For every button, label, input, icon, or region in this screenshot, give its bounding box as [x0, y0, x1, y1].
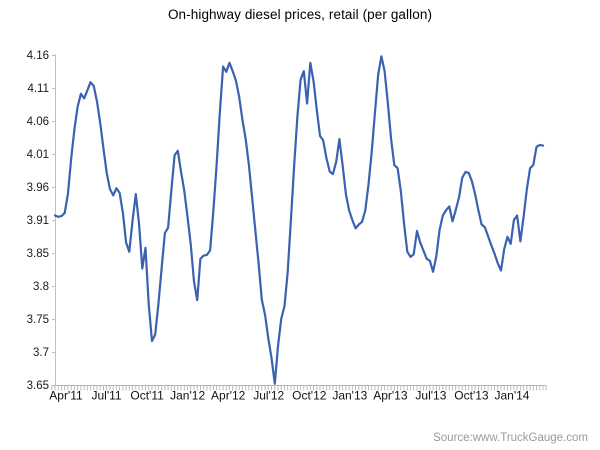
x-axis-label: Jan'12 — [170, 389, 205, 403]
y-axis-label: 4.11 — [27, 83, 49, 95]
x-axis-label: Jan'14 — [494, 389, 529, 403]
x-axis-label: Jul'13 — [415, 389, 446, 403]
x-axis-label: Oct'11 — [130, 389, 164, 403]
price-line — [53, 55, 545, 385]
y-axis-label: 3.8 — [33, 281, 49, 293]
x-axis-label: Apr'13 — [373, 389, 408, 403]
y-axis-label: 3.85 — [27, 248, 49, 260]
y-axis-label: 4.16 — [27, 50, 49, 62]
y-axis-label: 3.96 — [27, 182, 49, 194]
x-minor-ticks — [51, 385, 547, 391]
source-credit: Source:www.TruckGauge.com — [433, 432, 588, 444]
y-axis-label: 4.06 — [27, 116, 49, 128]
x-axis-label: Jan'13 — [332, 389, 367, 403]
y-axis-label: 3.7 — [33, 347, 49, 359]
y-axis-label: 3.75 — [27, 314, 49, 326]
x-axis-label: Oct'13 — [454, 389, 489, 403]
x-axis-label: Oct'12 — [292, 389, 327, 403]
chart-title: On-highway diesel prices, retail (per ga… — [167, 7, 433, 22]
y-axis-label: 4.01 — [27, 149, 49, 161]
y-axis-label: 3.65 — [27, 380, 49, 392]
y-axis-label: 3.91 — [27, 215, 49, 227]
x-axis-label: Apr'12 — [211, 389, 246, 403]
x-axis-label: Jul'11 — [91, 389, 121, 403]
x-axis-label: Jul'12 — [253, 389, 284, 403]
x-axis-label: Apr'11 — [49, 389, 83, 403]
